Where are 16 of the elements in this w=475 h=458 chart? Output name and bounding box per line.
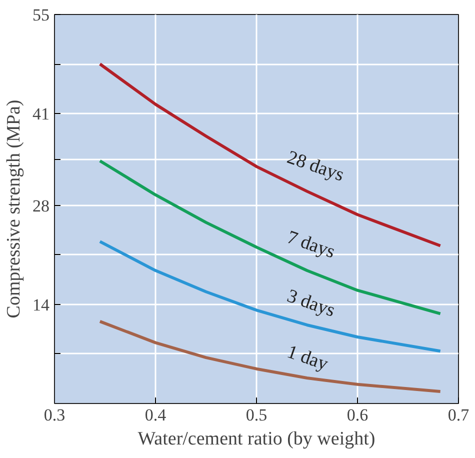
y-tick-label: 41 (32, 104, 50, 124)
x-tick-label: 0.3 (44, 406, 66, 424)
y-tick-label: 14 (32, 295, 50, 314)
x-tick-label: 0.4 (144, 406, 167, 424)
y-tick-label: 55 (32, 6, 50, 24)
x-axis-title: Water/cement ratio (by weight) (138, 428, 376, 450)
text: 1 day (284, 342, 332, 376)
line-series (98, 320, 442, 393)
y-tick-label: 28 (32, 196, 50, 216)
text: 7 days (284, 226, 338, 263)
x-tick-label: 0.5 (246, 406, 268, 424)
x-tick-label: 0.7 (448, 406, 470, 424)
y-axis-title: Compressive strength (MPa) (4, 100, 24, 318)
text: 3 days (284, 286, 338, 322)
text: 28 days (284, 147, 347, 186)
x-tick-label: 0.6 (346, 406, 368, 424)
